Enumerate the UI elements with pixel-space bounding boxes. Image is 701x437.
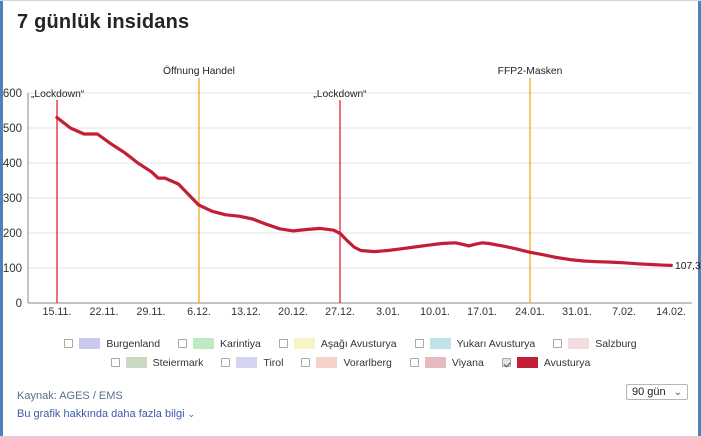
svg-text:200: 200 (3, 228, 22, 240)
svg-text:13.12.: 13.12. (231, 306, 261, 318)
svg-text:100: 100 (3, 263, 22, 275)
svg-text:600: 600 (3, 88, 22, 100)
svg-text:31.01.: 31.01. (562, 306, 592, 318)
svg-text:Öffnung Handel: Öffnung Handel (163, 65, 235, 77)
svg-text:6.12.: 6.12. (187, 306, 211, 318)
svg-text:„Lockdown“: „Lockdown“ (31, 89, 85, 100)
svg-text:29.11.: 29.11. (137, 306, 166, 318)
svg-text:FFP2-Masken: FFP2-Masken (498, 66, 563, 77)
svg-text:7.02.: 7.02. (612, 306, 636, 318)
svg-text:17.01.: 17.01. (467, 306, 497, 318)
svg-text:10.01.: 10.01. (420, 306, 450, 318)
svg-text:0: 0 (16, 298, 22, 310)
svg-text:107,3: 107,3 (675, 261, 701, 272)
svg-text:24.01.: 24.01. (515, 306, 545, 318)
svg-text:500: 500 (3, 123, 22, 135)
svg-text:14.02.: 14.02. (656, 306, 686, 318)
svg-text:15.11.: 15.11. (43, 306, 72, 318)
svg-text:300: 300 (3, 193, 22, 205)
svg-text:20.12.: 20.12. (278, 306, 308, 318)
svg-text:„Lockdown“: „Lockdown“ (313, 89, 367, 100)
svg-text:3.01.: 3.01. (376, 306, 400, 318)
svg-text:22.11.: 22.11. (90, 306, 119, 318)
svg-text:400: 400 (3, 158, 22, 170)
svg-text:27.12.: 27.12. (325, 306, 355, 318)
